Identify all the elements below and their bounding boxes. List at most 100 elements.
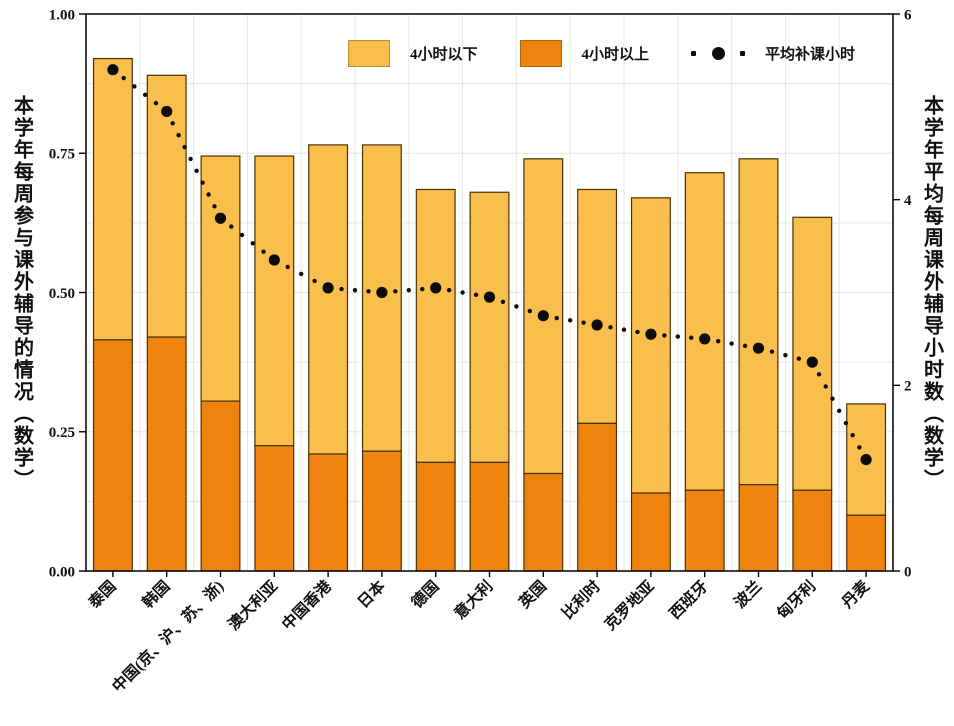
- dotted-line-dot: [121, 75, 126, 81]
- left-axis: 0.00 0.25 0.50 0.75 1.00: [49, 7, 86, 580]
- avg-hours-point: [591, 319, 603, 331]
- avg-hours-point: [752, 342, 765, 354]
- bottom-axis: 泰国 韩国中国(京、沪、苏、浙)澳大利亚中国香港 日本 德国 意大利 英国 比利时克罗地亚西…: [84, 571, 873, 696]
- dotted-line-dot: [142, 92, 148, 97]
- dotted-line-dot: [689, 335, 694, 340]
- x-category-label: 泰国: [84, 576, 120, 612]
- big-dot-icon: [711, 46, 725, 60]
- dotted-line-dot: [514, 304, 519, 309]
- dotted-line-dot: [132, 84, 137, 89]
- avg-hours-point: [268, 254, 280, 266]
- bar-above4-segment: [146, 336, 187, 572]
- bars-layer: [92, 57, 887, 572]
- dotted-line-dot: [446, 287, 452, 293]
- avg-hours-point: [214, 212, 227, 224]
- x-category-label: 比利时: [558, 576, 605, 623]
- bar-above4-segment: [254, 445, 295, 572]
- dotted-line-dot: [796, 356, 802, 361]
- left-tick-label: 0.75: [49, 147, 75, 163]
- right-axis-title-text: 本学年平均每周课外辅导小时数（数学）: [920, 94, 943, 491]
- x-category-label: 澳大利亚: [224, 576, 282, 634]
- bar-below4-segment: [738, 158, 779, 486]
- avg-hours-point: [483, 291, 496, 303]
- dotted-line-dot: [206, 192, 211, 197]
- left-tick-label: 0.25: [49, 425, 75, 441]
- left-axis-title-text: 本学年每周参与课外辅导的情况（数学）: [10, 94, 33, 491]
- dotted-line-dot: [621, 327, 627, 332]
- dotted-line-dot: [715, 339, 721, 344]
- right-axis: 0 2 4 6: [893, 7, 912, 580]
- x-category-label: 德国: [407, 576, 442, 611]
- right-tick-label: 2: [904, 379, 912, 395]
- avg-hours-point: [860, 454, 872, 466]
- dotted-line-dot: [312, 278, 317, 284]
- bar-above4-segment: [577, 422, 618, 572]
- bar-below4-segment: [254, 155, 295, 447]
- avg-hours-point: [430, 282, 442, 294]
- dotted-line-dot: [581, 320, 586, 325]
- dotted-line-dot: [352, 287, 358, 293]
- bar-below4-segment: [200, 155, 241, 402]
- right-axis-title: 本学年平均每周课外辅导小时数（数学）: [912, 14, 952, 571]
- bar-above4-segment: [92, 339, 133, 572]
- left-tick-label: 0.00: [49, 564, 75, 580]
- bar-above4-segment: [361, 450, 402, 572]
- dotted-line-dot: [229, 224, 234, 229]
- legend-item-above4: 4小时以上: [519, 39, 650, 67]
- dotted-line-dot: [783, 352, 788, 358]
- x-category-label: 克罗地亚: [600, 576, 658, 634]
- dotted-line-dot: [182, 144, 187, 150]
- bar-above4-segment: [630, 492, 671, 572]
- legend-label-above4: 4小时以上: [581, 46, 650, 63]
- dotted-line-dot: [742, 343, 748, 349]
- avg-hours-point: [806, 356, 818, 368]
- x-category-label: 波兰: [730, 576, 765, 611]
- left-tick-label: 0.50: [49, 286, 75, 302]
- dotted-line-dot: [500, 299, 506, 304]
- bar-below4-segment: [577, 188, 618, 424]
- dotted-line-dot: [473, 292, 479, 298]
- bar-below4-segment: [92, 57, 133, 341]
- x-category-label: 西班牙: [665, 576, 711, 622]
- bar-below4-segment: [146, 74, 187, 338]
- dotted-line-dot: [816, 372, 822, 377]
- bar-below4-segment: [469, 191, 510, 463]
- dotted-line-dot: [823, 384, 828, 389]
- dotted-line-dot: [675, 334, 680, 339]
- x-category-label: 匈牙利: [772, 576, 819, 623]
- bar-above4-segment: [523, 472, 564, 572]
- dotted-line-dot: [153, 100, 159, 106]
- bar-above4-segment: [200, 400, 241, 572]
- avg-hours-point: [161, 105, 173, 118]
- dotted-line-dot: [366, 289, 371, 294]
- avg-hours-point: [322, 282, 334, 294]
- bar-above4-segment: [684, 489, 725, 572]
- left-tick-label: 1.00: [49, 7, 75, 23]
- dotted-line-dot: [635, 329, 640, 335]
- legend-label-below4: 4小时以下: [410, 46, 478, 63]
- avg-hours-point: [376, 286, 388, 299]
- bar-above4-segment: [469, 461, 510, 572]
- avg-line-marker-icon: [691, 46, 746, 60]
- dotted-line-dot: [176, 132, 181, 138]
- legend-swatch-below4: [348, 39, 390, 67]
- legend-item-avg-line: 平均补课小时: [691, 43, 855, 64]
- legend-swatch-above4: [519, 39, 562, 67]
- avg-hours-point: [699, 333, 711, 345]
- dotted-line-dot: [299, 271, 304, 277]
- bar-above4-segment: [308, 453, 349, 572]
- bar-above4-segment: [738, 484, 779, 572]
- dotted-line-dot: [406, 287, 411, 293]
- dotted-line-dot: [769, 349, 775, 354]
- dotted-line-dot: [261, 249, 266, 254]
- dotted-line-dot: [212, 204, 217, 209]
- dotted-line-dot: [830, 396, 835, 401]
- dotted-line-dot: [857, 445, 862, 450]
- dotted-line-dot: [837, 408, 842, 414]
- right-tick-label: 4: [904, 193, 912, 209]
- avg-hours-point: [107, 64, 119, 76]
- avg-hours-dotted-line: [107, 64, 872, 466]
- bar-below4-segment: [308, 144, 349, 455]
- dotted-line-dot: [188, 156, 193, 162]
